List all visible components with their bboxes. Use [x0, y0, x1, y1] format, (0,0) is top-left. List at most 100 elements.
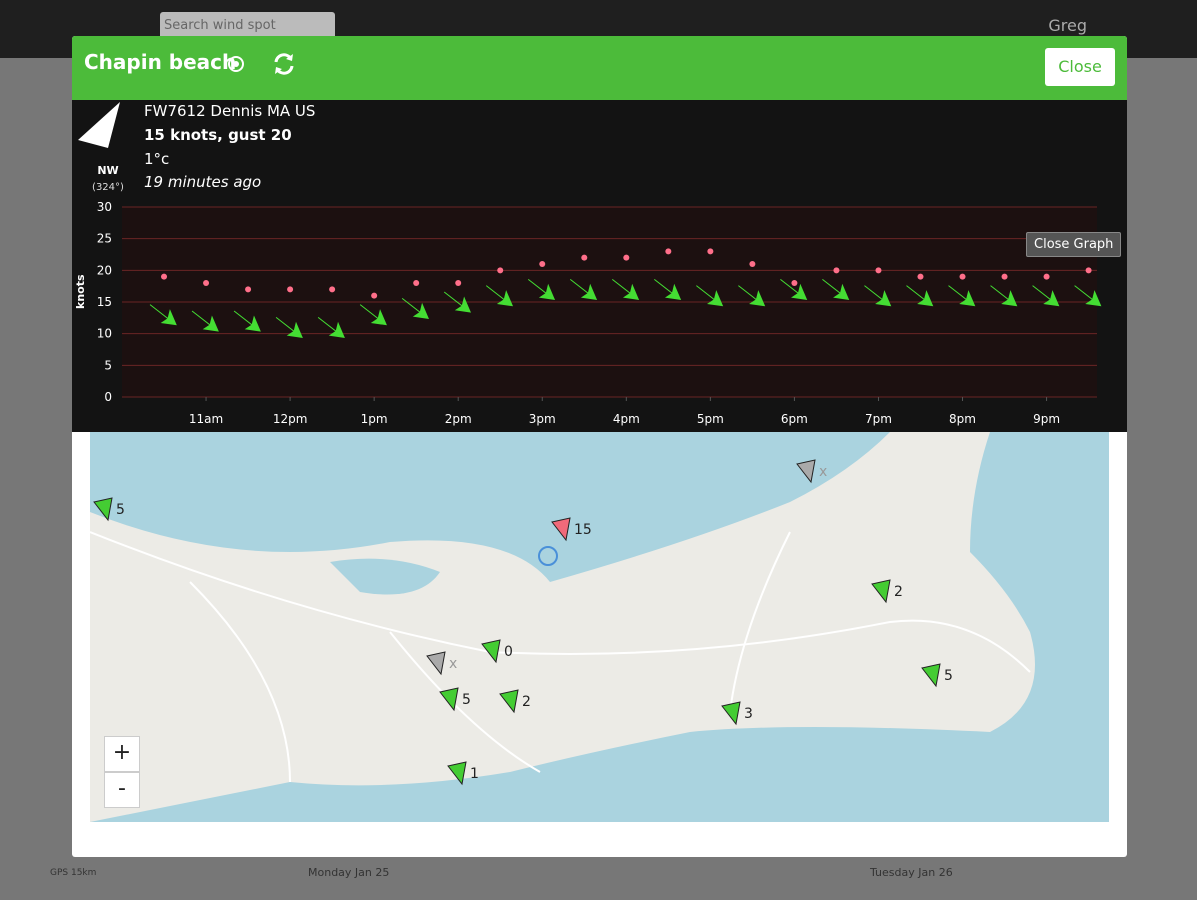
station-name: FW7612 Dennis MA US: [144, 102, 316, 120]
x-tick-label: 9pm: [1033, 412, 1060, 426]
gust-dot: [329, 286, 336, 293]
station-label: 1: [470, 766, 479, 782]
station-label: 3: [744, 706, 753, 722]
roads: [90, 531, 1031, 783]
station-marker: [499, 689, 519, 714]
wind-arrow: [359, 304, 387, 326]
x-tick-label: 6pm: [781, 412, 808, 426]
gust-dot: [1043, 273, 1050, 280]
station-updated: 19 minutes ago: [144, 173, 262, 191]
graph-panel: NW (324°) knots 0 5 10 15 20 25 30 11am 12pm 1pm 2…: [72, 100, 1127, 432]
wind-arrow: [233, 310, 261, 332]
spot-marker: [538, 546, 558, 566]
station-wind: 15 knots, gust 20: [144, 126, 292, 144]
station-label: x: [449, 656, 457, 672]
wind-arrow: [317, 316, 345, 338]
modal-title: Chapin beach: [84, 50, 237, 74]
wind-chart: NW (324°) knots 0 5 10 15 20 25 30 11am 12pm 1pm 2…: [74, 102, 1102, 426]
y-tick-label: 15: [97, 295, 112, 309]
pond: [330, 558, 440, 595]
zoom-in[interactable]: +: [104, 736, 140, 772]
wind-arrow: [401, 297, 429, 319]
x-tick-label: 8pm: [949, 412, 976, 426]
wind-arrow: [696, 285, 724, 307]
gust-dot: [245, 286, 252, 293]
map[interactable]: 5 15 x 2 0 x 5 2 3 5 1 + -: [90, 432, 1109, 822]
wind-arrow: [527, 278, 556, 300]
station-label: 5: [462, 692, 471, 708]
land: [90, 432, 1035, 822]
wind-arrow: [1074, 285, 1102, 307]
gust-dot: [161, 273, 168, 280]
x-tick-label: 3pm: [529, 412, 556, 426]
search-input[interactable]: Search wind spot: [160, 12, 335, 40]
y-tick-label: 0: [104, 390, 112, 404]
wind-arrow: [822, 278, 850, 300]
station-label: 0: [504, 644, 513, 660]
x-tick-label: 5pm: [697, 412, 724, 426]
x-tick-label: 1pm: [361, 412, 388, 426]
station-marker: [871, 579, 891, 604]
gust-dot: [497, 267, 504, 274]
gust-dot: [707, 248, 714, 255]
wind-arrow: [485, 285, 514, 307]
direction: NW: [97, 164, 118, 177]
station-marker: [447, 761, 467, 786]
y-tick-label: 10: [97, 327, 112, 341]
station-label: x: [819, 464, 827, 480]
user-name[interactable]: Greg: [1048, 16, 1087, 35]
wind-arrow: [780, 278, 808, 300]
gust-dot: [665, 248, 672, 255]
station-marker: [921, 663, 941, 688]
modal-header: Chapin beach Close: [72, 36, 1127, 100]
gust-dot: [749, 261, 756, 267]
station-label: 5: [944, 668, 953, 684]
gust-dot: [455, 280, 462, 286]
station-marker: [439, 687, 459, 712]
y-tick-label: 5: [104, 358, 112, 372]
wind-arrow: [738, 285, 766, 307]
wind-arrow: [569, 278, 598, 300]
day-label: Monday Jan 25: [308, 866, 390, 879]
gust-dot: [959, 273, 966, 280]
y-tick-label: 20: [97, 263, 112, 277]
wind-arrow: [191, 310, 219, 332]
gust-dot: [833, 267, 840, 274]
wind-arrow: [443, 291, 472, 313]
station-temp: 1°c: [144, 150, 170, 168]
station-label: 15: [574, 522, 592, 538]
y-tick-label: 30: [97, 200, 112, 214]
gust-dot: [581, 254, 588, 261]
station-marker: [93, 497, 113, 522]
x-tick-label: 11am: [189, 412, 223, 426]
x-tick-label: 2pm: [445, 412, 472, 426]
station-label: 5: [116, 502, 125, 518]
gust-dot: [371, 292, 378, 299]
gust-dot: [287, 286, 294, 293]
station-label: 2: [894, 584, 903, 600]
close-button[interactable]: Close: [1045, 48, 1115, 86]
station-marker: [481, 639, 501, 664]
station-label: 2: [522, 694, 531, 710]
locate-icon[interactable]: [224, 52, 248, 76]
wind-arrow: [149, 304, 177, 326]
x-tick-label: 12pm: [273, 412, 308, 426]
zoom-out[interactable]: -: [104, 772, 140, 808]
wind-arrow: [948, 285, 976, 307]
refresh-icon[interactable]: [270, 50, 298, 78]
map-canvas: 5 15 x 2 0 x 5 2 3 5 1: [90, 432, 1109, 822]
station-marker: [721, 701, 741, 726]
direction-arrow: [78, 102, 120, 148]
station-marker: [426, 651, 446, 676]
gust-dot: [1085, 267, 1092, 274]
gust-dot: [413, 280, 420, 286]
wind-arrow: [612, 278, 640, 300]
day-label: Tuesday Jan 26: [870, 866, 953, 879]
gust-dot: [623, 254, 630, 261]
direction-degrees: (324°): [92, 182, 124, 193]
wind-arrow: [864, 285, 892, 307]
close-graph-button[interactable]: Close Graph: [1026, 232, 1122, 257]
wind-arrow: [1032, 285, 1060, 307]
gust-dot: [875, 267, 882, 274]
